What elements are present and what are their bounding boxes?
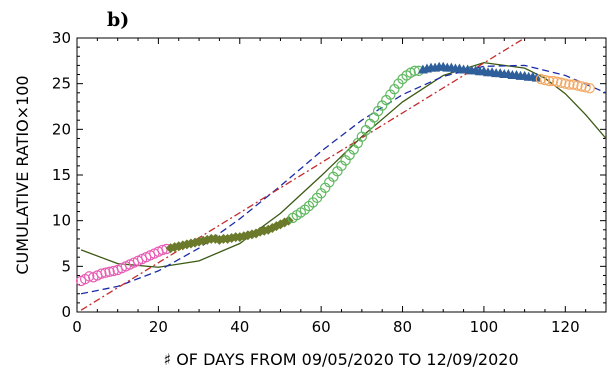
x-tick-label: 20 — [149, 318, 168, 336]
y-tick-label: 0 — [61, 303, 71, 321]
x-axis-title: ♯ OF DAYS FROM 09/05/2020 TO 12/09/2020 — [163, 350, 518, 369]
panel-label: b) — [107, 9, 129, 31]
data-point-open-circle — [157, 244, 168, 256]
axis-ticks — [76, 37, 607, 313]
data-point-open-circle — [564, 79, 575, 90]
y-tick-label: 25 — [52, 75, 71, 93]
data-point-open-circle — [551, 76, 563, 88]
fit-curve-dash-dot — [80, 38, 525, 311]
y-tick-label: 20 — [52, 120, 71, 138]
data-point-open-circle — [576, 81, 587, 92]
x-tick-label: 60 — [312, 318, 331, 336]
y-axis-title: CUMULATIVE RATIO×100 — [13, 75, 32, 274]
tick-labels: 0 20 40 60 80 100 120 0 5 10 15 20 25 30 — [52, 29, 580, 336]
fit-curve-dashed — [80, 64, 606, 295]
y-tick-label: 30 — [52, 29, 71, 47]
data-markers — [75, 61, 595, 287]
data-point-open-circle — [543, 75, 555, 87]
y-tick-label: 5 — [61, 257, 71, 275]
data-point-open-circle — [560, 78, 571, 89]
x-tick-label: 0 — [72, 318, 82, 336]
data-point-open-circle — [556, 77, 567, 88]
data-point-open-circle — [104, 266, 115, 278]
x-tick-label: 120 — [551, 318, 580, 336]
data-point-open-circle — [535, 73, 547, 85]
y-tick-label: 10 — [52, 212, 71, 230]
data-point-open-circle — [84, 271, 95, 282]
x-tick-label: 80 — [393, 318, 412, 336]
data-point-open-circle — [547, 75, 559, 87]
data-point-open-circle — [568, 79, 579, 90]
data-point-open-circle — [584, 83, 595, 94]
y-tick-label: 15 — [52, 166, 71, 184]
data-point-open-circle — [100, 267, 111, 278]
x-tick-label: 100 — [470, 318, 499, 336]
x-tick-label: 40 — [230, 318, 249, 336]
data-point-open-circle — [572, 80, 583, 91]
data-point-open-circle — [580, 82, 591, 93]
data-point-open-circle — [539, 74, 551, 86]
data-point-open-circle — [96, 268, 107, 279]
